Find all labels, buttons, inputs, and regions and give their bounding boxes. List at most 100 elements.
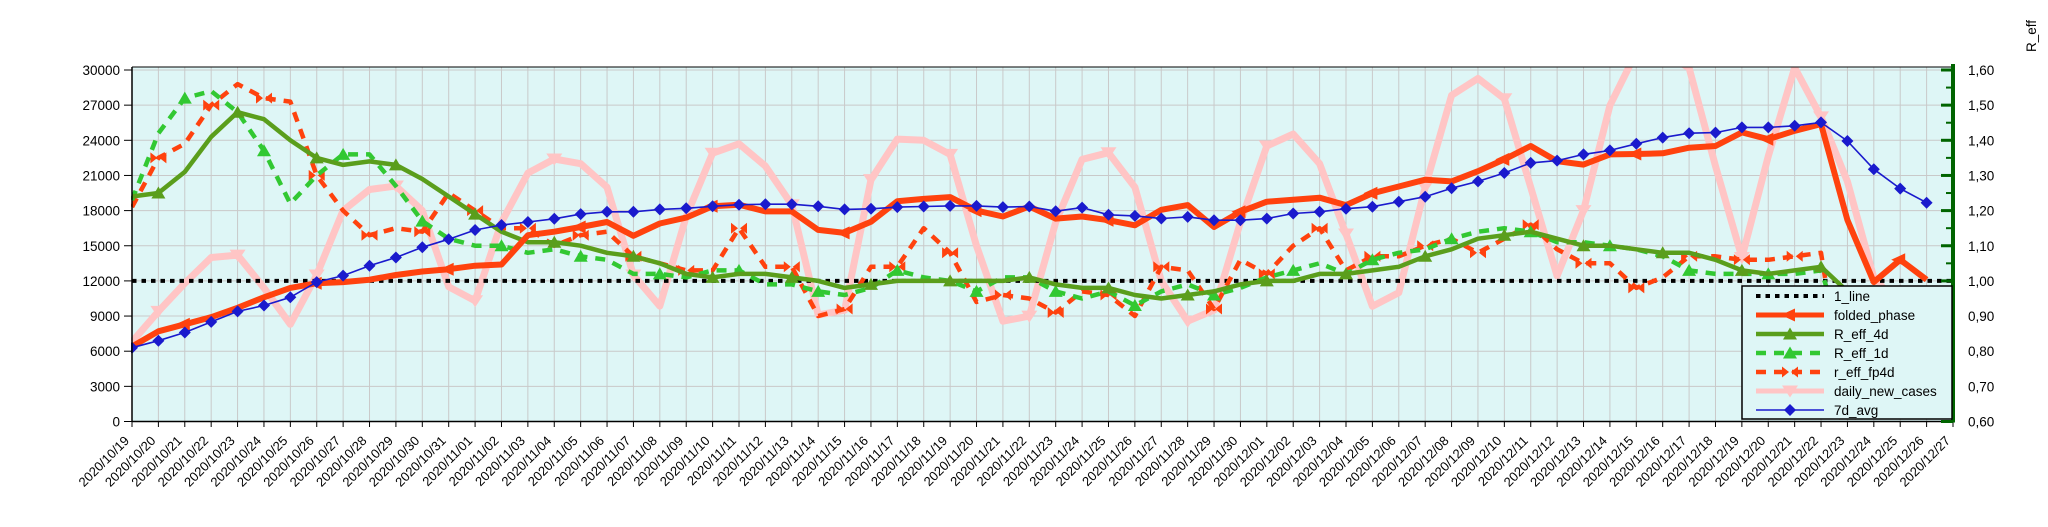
- bowtie-marker: [1628, 282, 1645, 294]
- triangle-marker: [494, 239, 509, 252]
- diamond-marker: [1419, 190, 1432, 203]
- diamond-marker: [812, 200, 825, 213]
- diamond-marker: [1656, 131, 1669, 144]
- y-axis-right-label: 0,80: [1968, 344, 1994, 359]
- arrow-down-marker: [1655, 47, 1671, 59]
- bowtie-marker: [783, 261, 800, 273]
- diamond-marker: [1076, 201, 1089, 214]
- y-axis-left-label: 27000: [82, 98, 120, 113]
- diamond-marker: [363, 259, 376, 272]
- diamond-marker: [310, 276, 323, 289]
- arrow-left-marker: [439, 262, 454, 276]
- y-axis-right: 0,60 0,70 0,80 0,90 1,00 1,10 1,20 1,30 1,40 1,50…: [1941, 20, 2039, 430]
- bowtie-marker: [836, 303, 853, 315]
- diamond-marker: [178, 326, 191, 339]
- y-axis-right-label: 1,30: [1968, 168, 1994, 183]
- arrow-left-marker: [1363, 186, 1378, 200]
- y-axis-right-label: 1,60: [1968, 63, 1994, 78]
- diamond-marker: [1445, 182, 1458, 195]
- diamond-marker: [759, 198, 772, 211]
- arrow-down-marker: [704, 147, 721, 160]
- diamond-marker: [521, 216, 534, 228]
- diamond-marker: [442, 233, 455, 246]
- triangle-marker: [257, 144, 271, 157]
- y-axis-right-label: 0,90: [1968, 309, 1994, 324]
- diamond-marker: [284, 291, 297, 304]
- diamond-marker: [1023, 200, 1036, 213]
- diamond-marker: [838, 203, 851, 216]
- legend-label: 7d_avg: [1834, 403, 1878, 418]
- diamond-marker: [1815, 116, 1827, 129]
- y-axis-right-label: 1,50: [1968, 98, 1994, 113]
- diamond-marker: [996, 201, 1009, 214]
- arrow-left-marker: [1627, 147, 1642, 161]
- arrow-left-marker: [175, 317, 190, 331]
- series-line-r_eff_fp4d: [131, 81, 1850, 415]
- arrow-left-marker: [1891, 253, 1906, 267]
- triangle-marker: [1444, 232, 1459, 245]
- triangle-marker: [468, 207, 483, 220]
- diamond-marker: [1181, 210, 1194, 223]
- diamond-marker: [1498, 167, 1511, 179]
- diamond-marker: [706, 200, 719, 213]
- legend-item-1_line: 1_line: [1756, 289, 1870, 304]
- triangle-marker: [415, 214, 430, 227]
- bowtie-marker: [1206, 303, 1222, 315]
- legend-item-R_eff_1d: R_eff_1d: [1756, 346, 1889, 361]
- diamond-marker: [680, 202, 693, 215]
- arrow-down-marker: [863, 174, 879, 187]
- diamond-marker: [389, 251, 402, 264]
- triangle-marker: [573, 249, 588, 262]
- diamond-marker: [258, 299, 270, 312]
- diamond-marker: [416, 241, 429, 254]
- bowtie-marker: [361, 229, 378, 241]
- triangle-marker: [388, 158, 403, 171]
- diamond-marker: [574, 208, 587, 221]
- arrow-down-marker: [1100, 147, 1117, 160]
- triangle-marker: [1207, 288, 1221, 301]
- diamond-marker: [469, 224, 482, 236]
- bowtie-marker: [203, 99, 220, 111]
- y-axis-left-label: 18000: [82, 204, 120, 219]
- diamond-marker: [548, 212, 561, 225]
- diamond-marker: [1472, 175, 1484, 188]
- triangle-marker: [1259, 274, 1274, 287]
- diamond-marker: [627, 205, 640, 218]
- diamond-marker: [891, 201, 904, 214]
- legend-item-r_eff_fp4d: r_eff_fp4d: [1756, 365, 1895, 380]
- diamond-marker: [601, 205, 613, 218]
- diamond-marker: [495, 219, 508, 231]
- legend-label: R_eff_4d: [1834, 327, 1889, 342]
- legend-item-daily_new_cases: daily_new_cases: [1756, 384, 1937, 399]
- arrow-down-marker: [942, 148, 959, 161]
- legend-item-R_eff_4d: R_eff_4d: [1756, 327, 1889, 342]
- bowtie-marker: [1047, 307, 1064, 318]
- triangle-marker: [811, 284, 826, 297]
- y-axis-left-label: 6000: [90, 344, 120, 359]
- diamond-marker: [917, 200, 930, 213]
- y-axis-right-label: 1,40: [1968, 133, 1994, 148]
- diamond-marker: [1867, 163, 1880, 176]
- diamond-marker: [1340, 202, 1352, 215]
- arrow-down-marker: [1338, 228, 1354, 241]
- legend-sample-arrow-left-marker: [1781, 308, 1795, 322]
- triangle-marker: [547, 235, 562, 248]
- triangle-marker: [652, 267, 667, 280]
- triangle-marker: [1339, 267, 1353, 280]
- y-axis-right-label: 1,00: [1968, 274, 1994, 289]
- diamond-marker: [205, 315, 218, 328]
- right-axis-title: R_eff: [2024, 20, 2039, 52]
- diamond-marker: [337, 269, 350, 282]
- diamond-marker: [1287, 207, 1300, 220]
- arrow-left-marker: [571, 220, 586, 234]
- diamond-marker: [1630, 137, 1643, 150]
- legend-sample-bowtie-marker: [1782, 366, 1798, 378]
- bowtie-marker: [1258, 268, 1275, 280]
- plot-area: [132, 67, 1953, 422]
- triangle-marker: [784, 270, 799, 283]
- arrow-down-marker: [1179, 315, 1196, 328]
- diamond-marker: [1208, 214, 1220, 227]
- triangle-marker: [1180, 288, 1195, 301]
- triangle-marker: [890, 263, 905, 276]
- y-axis-left-label: 30000: [82, 63, 120, 78]
